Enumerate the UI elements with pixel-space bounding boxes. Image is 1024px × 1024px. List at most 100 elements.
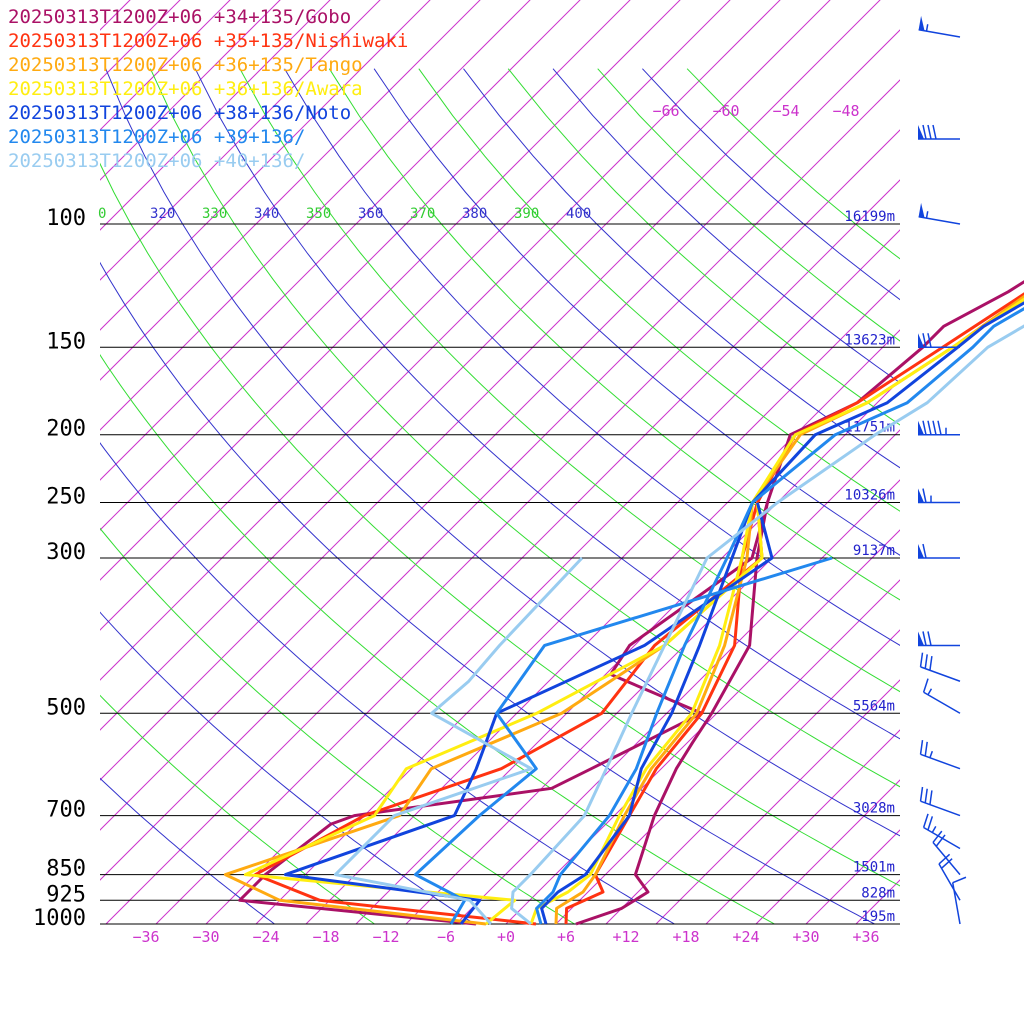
height-label: 1501m [853, 860, 895, 876]
isotherm-line [555, 579, 900, 925]
wind-barb [918, 488, 960, 504]
pressure-level-label: 200 [46, 417, 86, 442]
x-tick-label: −36 [132, 928, 159, 946]
isotherm-line [355, 379, 900, 925]
wind-barb [918, 15, 961, 38]
dry-adiabat-grid [100, 68, 900, 925]
dry-adiabat-line [328, 68, 900, 601]
isotherm-line [956, 0, 1024, 924]
legend-entry: 20250313T1200Z+06 +38+136/Noto [8, 102, 351, 124]
isotherm-line [255, 279, 900, 925]
theta-label: 390 [514, 206, 539, 222]
wind-barb [918, 333, 960, 349]
height-label: 9137m [853, 543, 895, 559]
dry-adiabat-line [239, 68, 900, 693]
theta-label: 360 [358, 206, 383, 222]
pressure-level-label: 250 [46, 485, 86, 510]
dry-adiabat-line [194, 68, 900, 740]
temperature-line [575, 280, 1024, 926]
x-tick-label: +12 [612, 928, 639, 946]
height-label: 13623m [844, 332, 895, 348]
isotherm-line [455, 479, 900, 925]
dry-adiabat-line [100, 162, 900, 887]
wind-barb [918, 420, 960, 436]
upper-isotherm-label: −54 [772, 102, 799, 120]
wind-barb [919, 786, 961, 817]
isotherm-line [705, 729, 900, 925]
isotherm-line [805, 829, 900, 925]
legend-entry: 20250313T1200Z+06 +36+135/Tango [8, 54, 363, 76]
isotherm-line [205, 229, 900, 925]
legend-entry: 20250313T1200Z+06 +36+136/Awara [8, 78, 363, 100]
wind-barb [919, 740, 961, 770]
dry-adiabat-line [149, 68, 900, 788]
dry-adiabat-line [463, 68, 900, 469]
height-label: 3028m [853, 801, 895, 817]
upper-isotherm-label: −48 [832, 102, 859, 120]
pressure-level-label: 1000 [33, 906, 86, 931]
pressure-level-label: 850 [46, 857, 86, 882]
wind-barb [918, 631, 960, 647]
dry-adiabat-line [507, 68, 900, 426]
legend-entry: 20250313T1200Z+06 +35+135/Nishiwaki [8, 30, 408, 52]
temperature-line [529, 297, 1024, 925]
height-label: 828m [861, 885, 895, 901]
x-tick-label: −24 [252, 928, 279, 946]
isotherm-line [755, 779, 900, 925]
pressure-level-label: 300 [46, 540, 86, 565]
dry-adiabat-line [100, 777, 275, 925]
theta-labels: 0 320 330 340 350 360 370 380 390 400 [98, 206, 591, 222]
dry-adiabat-line [105, 68, 900, 837]
x-tick-label: −6 [437, 928, 455, 946]
height-label: 5564m [853, 698, 895, 714]
isotherm-line [605, 629, 900, 925]
legend: 20250313T1200Z+06 +34+135/Gobo20250313T1… [8, 6, 408, 172]
isotherm-line [1006, 0, 1024, 924]
dewpoint-line [238, 502, 769, 926]
isotherm-line [655, 679, 900, 925]
wind-barb [918, 124, 960, 140]
pressure-level-label: 100 [46, 206, 86, 231]
wind-barb [938, 853, 961, 901]
isotherm-line [505, 529, 900, 925]
dry-adiabat-line [100, 611, 475, 925]
dry-adiabat-line [100, 527, 575, 925]
sounding-series [223, 280, 1024, 926]
pressure-level-label: 700 [46, 798, 86, 823]
dewpoint-line [413, 556, 833, 925]
pressure-level-label: 150 [46, 329, 86, 354]
wind-barb [951, 876, 967, 925]
wind-barb [922, 678, 961, 714]
wind-barb [932, 830, 961, 876]
theta-label: 330 [202, 206, 227, 222]
theta-label: 380 [462, 206, 487, 222]
x-tick-label: +6 [557, 928, 575, 946]
x-axis-ticks: −36 −30 −24 −18 −12 −6 +0 +6 +12 +18 +24 +30 +36 [132, 928, 879, 946]
theta-label: 400 [566, 206, 591, 222]
isotherm-line [305, 329, 900, 925]
x-tick-label: −12 [372, 928, 399, 946]
x-tick-label: −18 [312, 928, 339, 946]
dry-adiabat-line [100, 442, 675, 925]
height-label: 10326m [844, 488, 895, 504]
dry-adiabat-line [100, 261, 875, 925]
theta-label: 350 [306, 206, 331, 222]
theta-label: 320 [150, 206, 175, 222]
dewpoint-line [333, 556, 584, 926]
upper-isotherm-label: −60 [712, 102, 739, 120]
wind-barbs [918, 15, 967, 925]
x-tick-label: +18 [672, 928, 699, 946]
pressure-level-label: 925 [46, 882, 86, 907]
height-label: 195m [861, 909, 895, 925]
isotherm-line [405, 429, 900, 925]
dry-adiabat-line [418, 68, 900, 512]
temperature-line [510, 324, 1024, 926]
temperature-line [535, 306, 1024, 925]
pressure-level-label: 500 [46, 695, 86, 720]
legend-entry: 20250313T1200Z+06 +34+135/Gobo [8, 6, 351, 28]
dewpoint-line [283, 502, 774, 925]
upper-isotherm-label: −66 [652, 102, 679, 120]
temperature-line [554, 294, 1024, 925]
wind-barb [918, 543, 960, 559]
